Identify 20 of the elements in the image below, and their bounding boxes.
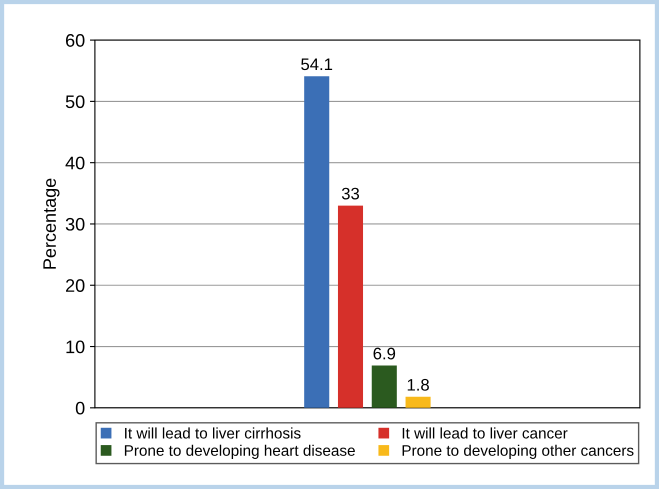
legend-label: It will lead to liver cirrhosis xyxy=(125,427,301,439)
y-tick-label: 10 xyxy=(66,340,84,354)
bar xyxy=(304,76,330,408)
y-tick-label: 50 xyxy=(66,95,84,108)
bar xyxy=(406,396,431,408)
y-tick-label: 0 xyxy=(76,402,84,415)
y-tick-label: 20 xyxy=(66,279,84,292)
bar xyxy=(338,206,364,408)
legend-label: It will lead to liver cancer xyxy=(402,427,568,439)
legend-label: Prone to developing other cancers xyxy=(402,444,634,459)
data-label: 33 xyxy=(342,188,360,200)
data-label: 6.9 xyxy=(374,348,396,360)
data-label: 1.8 xyxy=(408,378,429,391)
legend-label: Prone to developing heart disease xyxy=(124,444,355,459)
data-label: 54.1 xyxy=(301,58,332,70)
bar xyxy=(372,366,397,408)
y-tick-label: 30 xyxy=(66,218,84,231)
y-axis-title: Percentage xyxy=(43,178,60,269)
y-tick-label: 60 xyxy=(66,34,84,47)
y-tick-label: 40 xyxy=(66,156,84,170)
